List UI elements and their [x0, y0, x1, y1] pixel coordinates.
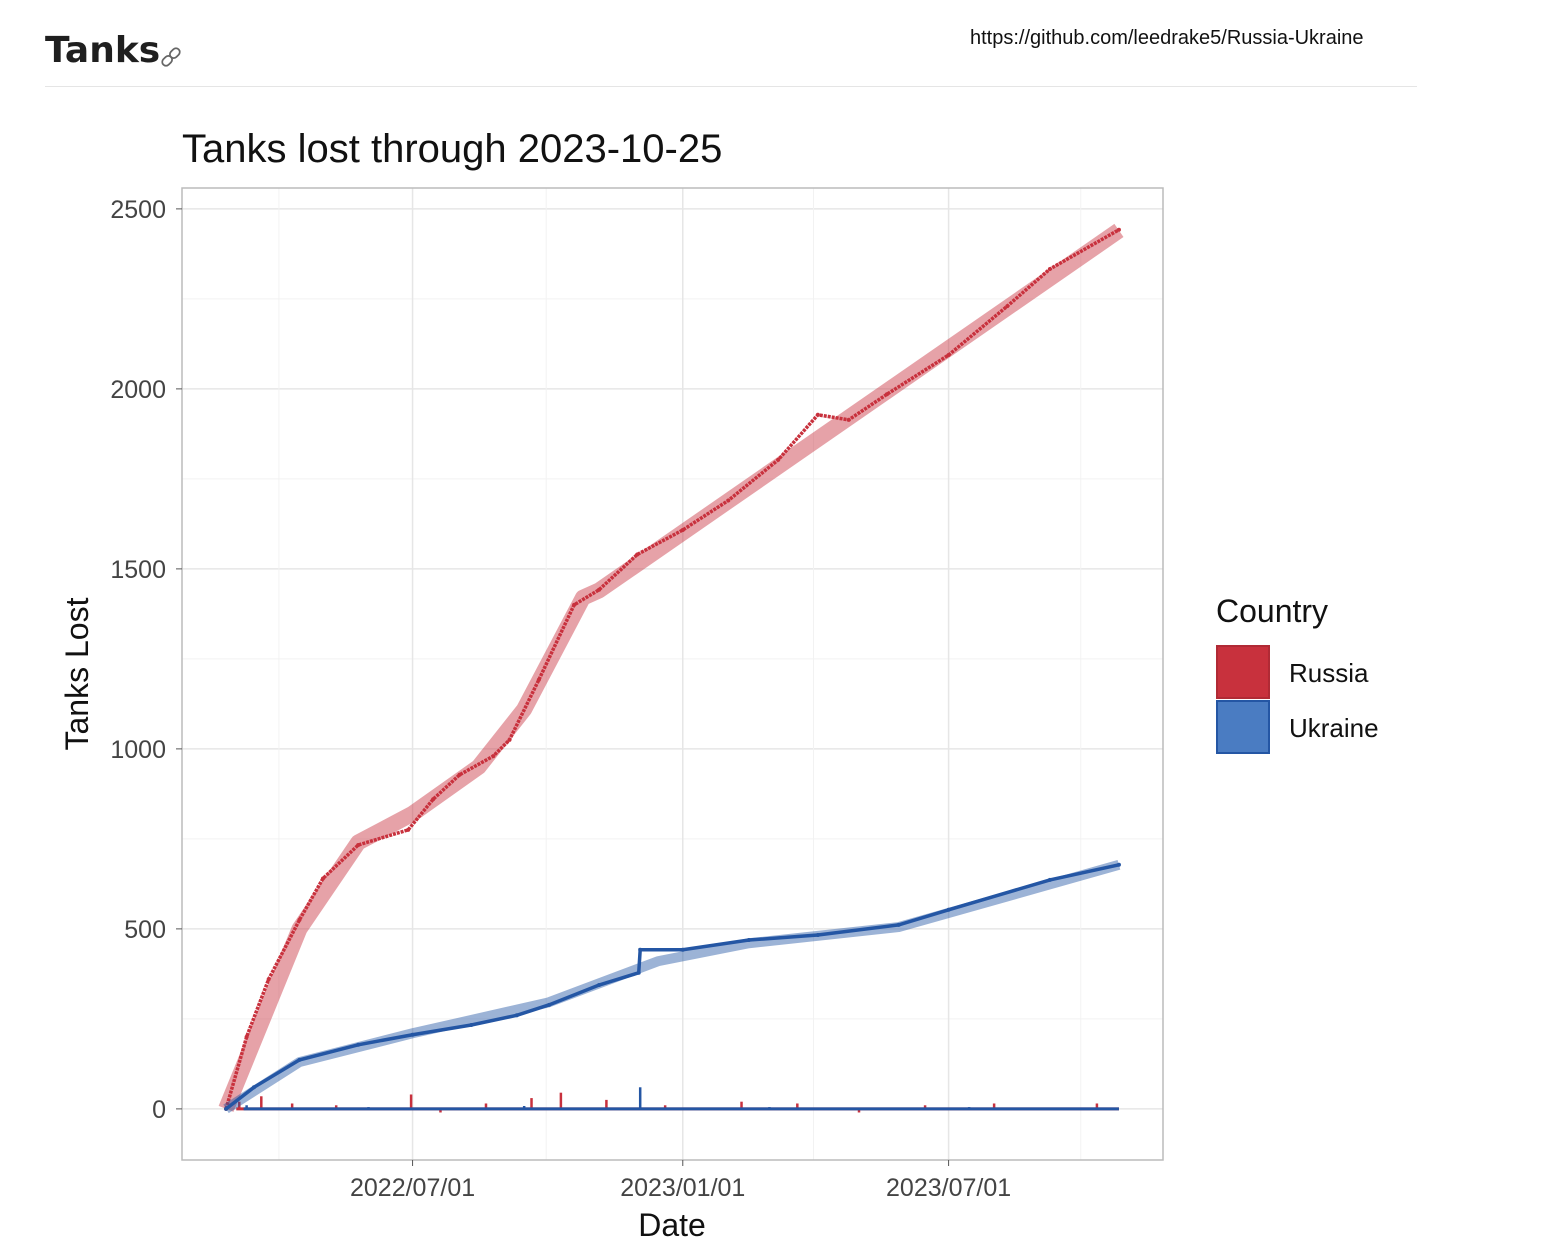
- trend-line-russia: [218, 223, 1124, 1112]
- data-point-russia: [266, 977, 271, 982]
- data-point-ukraine: [680, 947, 685, 952]
- data-point-russia: [884, 392, 889, 397]
- legend-label-russia: Russia: [1289, 658, 1369, 688]
- data-point-ukraine: [946, 907, 951, 912]
- y-tick-label: 1500: [110, 556, 166, 584]
- data-point-russia: [726, 498, 731, 503]
- data-point-russia: [815, 412, 820, 417]
- data-point-ukraine: [815, 933, 820, 937]
- y-tick-label: 2500: [110, 196, 166, 224]
- data-point-russia: [946, 353, 951, 358]
- data-point-ukraine: [410, 1032, 415, 1037]
- y-tick-label: 0: [152, 1096, 166, 1124]
- section-title: Tanks: [45, 30, 161, 71]
- data-point-russia: [846, 417, 851, 422]
- data-point-russia: [597, 587, 602, 592]
- data-point-russia: [507, 737, 512, 742]
- header-divider: [45, 86, 1417, 87]
- y-tick-label: 1000: [110, 736, 166, 764]
- link-icon[interactable]: [158, 44, 184, 70]
- x-tick-label: 2023/07/01: [886, 1174, 1011, 1202]
- data-point-ukraine: [297, 1057, 302, 1062]
- plot-border: [181, 187, 1164, 1161]
- data-point-ukraine: [356, 1042, 361, 1047]
- data-point-russia: [1005, 304, 1010, 309]
- x-tick-label: 2023/01/01: [620, 1174, 745, 1202]
- data-point-russia: [1116, 227, 1121, 232]
- legend-title: Country: [1216, 593, 1328, 629]
- data-point-russia: [320, 876, 325, 881]
- y-tick-label: 2000: [110, 376, 166, 404]
- data-point-ukraine: [547, 1002, 552, 1007]
- data-point-russia: [431, 797, 436, 802]
- data-point-russia: [244, 1034, 249, 1039]
- legend-label-ukraine: Ukraine: [1289, 713, 1379, 743]
- data-point-russia: [572, 602, 577, 607]
- data-point-ukraine: [896, 922, 901, 927]
- y-tick-label: 500: [124, 916, 166, 944]
- source-url[interactable]: https://github.com/leedrake5/Russia-Ukra…: [970, 27, 1364, 49]
- data-point-ukraine: [469, 1023, 474, 1027]
- x-axis-label: Date: [638, 1207, 706, 1243]
- legend-swatch-ukraine: [1216, 700, 1270, 754]
- chart-title: Tanks lost through 2023-10-25: [182, 127, 722, 171]
- legend-swatch-russia: [1216, 645, 1270, 699]
- data-point-russia: [1047, 267, 1052, 271]
- data-point-ukraine: [597, 983, 602, 988]
- data-point-ukraine: [224, 1106, 229, 1111]
- data-point-ukraine: [636, 970, 641, 975]
- data-point-ukraine: [638, 947, 643, 952]
- data-point-russia: [776, 457, 781, 462]
- y-axis-label: Tanks Lost: [59, 597, 95, 750]
- x-tick-label: 2022/07/01: [350, 1174, 475, 1202]
- data-point-russia: [491, 754, 496, 759]
- data-point-russia: [635, 552, 640, 557]
- data-point-ukraine: [251, 1085, 256, 1090]
- data-point-ukraine: [746, 938, 751, 943]
- data-point-ukraine: [514, 1013, 519, 1018]
- data-point-ukraine: [1047, 877, 1052, 882]
- data-point-russia: [297, 917, 302, 922]
- cumulative-line-russia: [224, 228, 1120, 1110]
- data-point-russia: [536, 677, 541, 682]
- data-point-russia: [356, 843, 361, 847]
- cumulative-line-ukraine: [224, 863, 1120, 1111]
- trend-line-ukraine: [223, 859, 1121, 1114]
- data-point-ukraine: [1116, 862, 1121, 867]
- data-point-russia: [680, 528, 685, 532]
- data-point-russia: [406, 827, 411, 832]
- data-point-russia: [457, 772, 462, 777]
